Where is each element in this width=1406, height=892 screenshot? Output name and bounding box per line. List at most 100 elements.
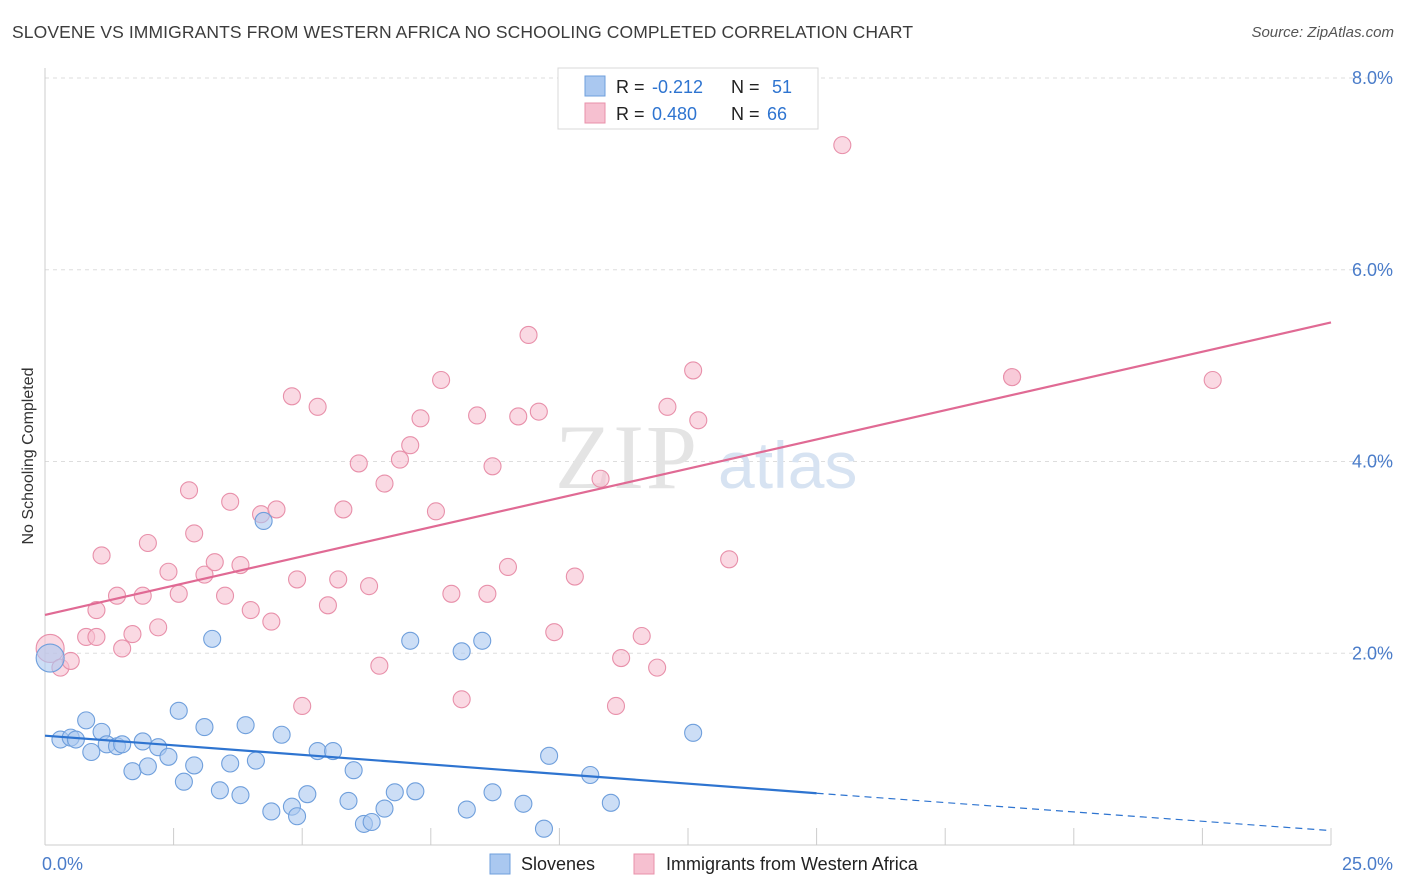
- point-immigrants: [113, 639, 132, 658]
- legend-swatch-immigrants: [584, 102, 606, 124]
- point-slovenes: [483, 783, 502, 802]
- point-immigrants: [509, 407, 528, 426]
- point-immigrants: [612, 648, 631, 668]
- bottom-legend-swatch-immigrants: [633, 853, 655, 875]
- point-immigrants: [92, 546, 111, 565]
- point-immigrants: [308, 397, 327, 416]
- bottom-legend: Slovenes Immigrants from Western Africa: [489, 853, 919, 875]
- point-slovenes: [236, 716, 255, 735]
- trend-line-immigrants: [44, 321, 1332, 616]
- y-tick-label: 4.0%: [1352, 452, 1393, 472]
- point-slovenes: [401, 631, 420, 650]
- tick-labels: 2.0% 4.0% 6.0% 8.0% 0.0% 25.0%: [42, 68, 1393, 874]
- point-slovenes: [298, 785, 317, 804]
- point-immigrants: [169, 584, 188, 603]
- point-slovenes: [262, 802, 281, 821]
- source-label: Source: ZipAtlas.com: [1251, 24, 1394, 41]
- point-immigrants: [648, 658, 667, 677]
- point-immigrants: [61, 651, 80, 670]
- point-immigrants: [390, 450, 409, 469]
- point-immigrants: [179, 481, 199, 500]
- point-immigrants: [452, 690, 471, 709]
- bottom-legend-label-slovenes: Slovenes: [521, 854, 595, 874]
- point-slovenes: [203, 629, 222, 648]
- point-immigrants: [684, 361, 703, 380]
- point-immigrants: [432, 370, 451, 390]
- point-slovenes: [254, 511, 273, 530]
- legend-n-value-1: 51: [772, 77, 792, 97]
- trend-line-slovenes: [44, 734, 817, 795]
- point-slovenes: [82, 742, 101, 762]
- point-slovenes: [339, 791, 358, 810]
- point-immigrants: [123, 625, 142, 644]
- point-slovenes: [385, 783, 404, 802]
- watermark-atlas: atlas: [718, 428, 857, 502]
- legend: R = -0.212 N = 51 R = 0.480 N = 66: [557, 67, 819, 130]
- legend-swatch-slovenes: [584, 75, 606, 97]
- point-slovenes: [375, 799, 394, 818]
- point-immigrants: [833, 136, 852, 155]
- point-slovenes: [406, 782, 425, 801]
- point-immigrants: [107, 586, 127, 605]
- trend-line-slovenes-extension: [816, 792, 1332, 832]
- point-slovenes: [457, 800, 476, 819]
- chart-title: SLOVENE VS IMMIGRANTS FROM WESTERN AFRIC…: [12, 22, 914, 42]
- point-immigrants: [262, 612, 281, 631]
- point-immigrants: [519, 325, 538, 344]
- point-slovenes: [272, 725, 291, 744]
- point-immigrants: [720, 550, 739, 569]
- point-slovenes: [185, 756, 204, 775]
- point-slovenes: [210, 781, 229, 800]
- point-slovenes: [514, 794, 533, 813]
- point-immigrants: [215, 586, 235, 605]
- point-slovenes: [288, 807, 307, 826]
- bottom-legend-swatch-slovenes: [489, 853, 511, 875]
- point-immigrants: [138, 533, 157, 553]
- y-axis-label: No Schooling Completed: [20, 368, 37, 545]
- point-immigrants: [411, 409, 430, 428]
- point-immigrants: [149, 618, 168, 637]
- point-immigrants: [282, 387, 301, 406]
- point-slovenes: [221, 754, 240, 773]
- point-slovenes: [169, 701, 188, 720]
- point-immigrants: [1203, 370, 1222, 390]
- point-slovenes: [246, 751, 265, 770]
- point-immigrants: [1003, 368, 1022, 387]
- point-immigrants: [591, 469, 610, 488]
- x-tick-label-max: 25.0%: [1342, 854, 1393, 874]
- point-immigrants: [334, 500, 353, 519]
- point-slovenes: [159, 747, 178, 766]
- point-immigrants: [288, 570, 307, 589]
- point-slovenes: [231, 786, 250, 805]
- point-immigrants: [241, 601, 260, 620]
- point-immigrants: [87, 627, 106, 647]
- point-immigrants: [329, 570, 348, 589]
- point-slovenes: [344, 761, 363, 780]
- point-immigrants: [360, 577, 379, 596]
- point-immigrants: [221, 492, 240, 511]
- point-immigrants: [632, 626, 651, 646]
- point-slovenes: [77, 711, 96, 730]
- point-slovenes: [123, 762, 142, 781]
- point-immigrants: [318, 596, 337, 615]
- y-tick-label: 8.0%: [1352, 68, 1393, 88]
- point-immigrants: [293, 696, 312, 716]
- legend-n-value-2: 66: [767, 104, 787, 124]
- x-tick-label-min: 0.0%: [42, 854, 83, 874]
- point-slovenes: [362, 812, 381, 832]
- legend-n-label-1: N =: [731, 77, 760, 97]
- point-immigrants: [483, 457, 502, 476]
- point-immigrants: [442, 584, 461, 603]
- legend-r-value-1: -0.212: [652, 77, 703, 97]
- point-slovenes: [138, 757, 157, 776]
- legend-r-value-2: 0.480: [652, 104, 697, 124]
- point-slovenes: [174, 772, 193, 791]
- point-immigrants: [349, 454, 368, 473]
- point-immigrants: [478, 584, 497, 603]
- point-immigrants: [370, 656, 389, 675]
- point-immigrants: [87, 601, 106, 620]
- point-immigrants: [401, 436, 420, 455]
- point-immigrants: [133, 586, 152, 605]
- legend-r-label-2: R =: [616, 104, 645, 124]
